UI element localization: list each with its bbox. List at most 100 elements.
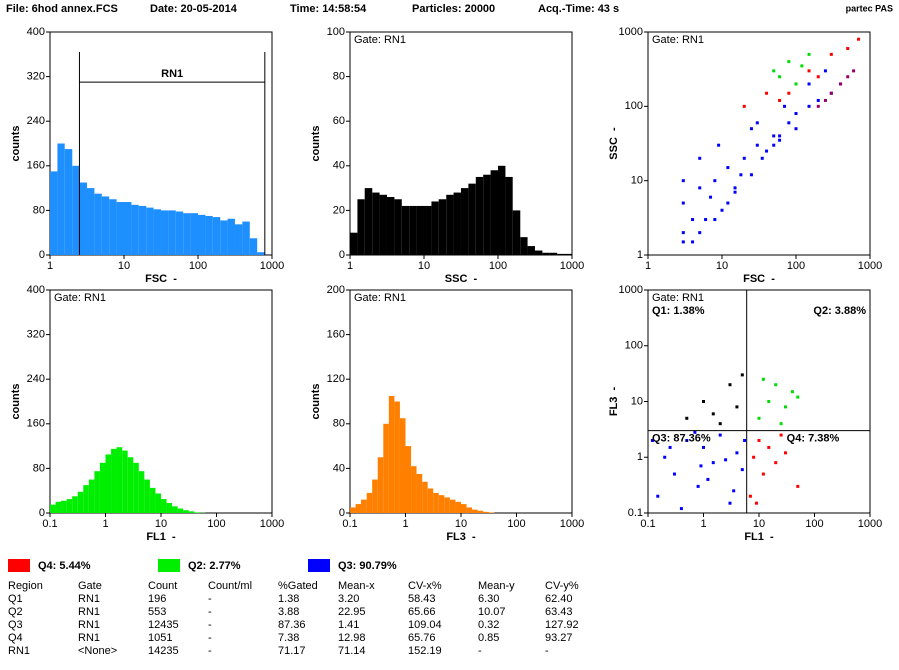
gate-text: Gate: RN1 xyxy=(354,34,406,46)
scatter-point xyxy=(774,461,778,465)
x-tick-label: 1 xyxy=(645,260,651,272)
histogram-bar xyxy=(205,215,213,255)
scatter-point xyxy=(699,464,703,468)
scatter-point xyxy=(772,134,776,138)
scatter-point xyxy=(755,121,759,125)
scatter-point xyxy=(857,37,861,41)
histogram-bar xyxy=(512,210,521,255)
y-tick-label: 1 xyxy=(637,249,643,261)
histogram-bar xyxy=(86,188,95,255)
scatter-point xyxy=(774,383,778,387)
scatter-point xyxy=(829,52,833,56)
y-tick-label: 0.1 xyxy=(628,507,643,519)
histogram-bar xyxy=(144,479,150,513)
x-axis-label: FL1 - xyxy=(146,531,176,543)
scatter-point xyxy=(807,52,811,56)
scatter-point xyxy=(728,501,732,505)
gate-text: Gate: RN1 xyxy=(652,292,704,304)
y-tick-label: 100 xyxy=(327,26,345,38)
scatter-point xyxy=(740,468,744,472)
scatter-point xyxy=(846,46,850,50)
y-tick-label: 40 xyxy=(333,160,345,172)
histogram-bar xyxy=(166,502,173,513)
scatter-point xyxy=(846,75,850,79)
table-cell: - xyxy=(208,593,212,605)
histogram-bar xyxy=(172,506,178,513)
histogram-bar xyxy=(416,205,424,255)
scatter-point xyxy=(748,494,752,498)
histogram-bar xyxy=(446,194,454,255)
histogram-bar xyxy=(138,205,147,255)
scatter-point xyxy=(681,231,685,235)
scatter-point xyxy=(702,445,705,449)
scatter-point xyxy=(739,173,743,177)
histogram-bar xyxy=(88,479,95,513)
y-tick-label: 0 xyxy=(39,249,45,261)
table-cell: 152.19 xyxy=(408,645,442,657)
scatter-point xyxy=(711,461,715,465)
scatter-point xyxy=(693,430,697,434)
scatter-point xyxy=(702,400,705,403)
header-date: Date: 20-05-2014 xyxy=(150,3,238,15)
table-cell: RN1 xyxy=(8,645,30,657)
summary-swatch xyxy=(308,559,330,572)
histogram-bar xyxy=(183,510,189,513)
x-tick-label: 10 xyxy=(155,518,167,530)
histogram-bar xyxy=(372,192,380,255)
histogram-bar xyxy=(366,492,373,513)
scatter-point xyxy=(743,438,747,442)
histogram-bar xyxy=(242,221,250,255)
plot-frame xyxy=(647,289,871,514)
scatter-point xyxy=(823,98,827,102)
histogram-bar xyxy=(57,143,65,255)
y-axis-label: counts xyxy=(10,383,22,419)
scatter-point xyxy=(718,433,722,437)
histogram-bar xyxy=(394,199,402,255)
scatter-point xyxy=(760,156,764,160)
y-axis-label: counts xyxy=(10,125,22,161)
histogram-bar xyxy=(355,504,362,513)
header-time: Time: 14:58:54 xyxy=(290,3,367,15)
summary-label: Q2: 2.77% xyxy=(188,560,241,572)
scatter-point xyxy=(779,433,783,437)
x-tick-label: 100 xyxy=(787,260,805,272)
quadrant-label: Q4: 7.38% xyxy=(787,433,840,445)
histogram-bar xyxy=(438,495,445,513)
table-cell: 553 xyxy=(148,606,166,618)
table-cell: - xyxy=(545,645,549,657)
histogram-bar xyxy=(116,202,124,255)
summary-swatch xyxy=(158,559,180,572)
scatter-point xyxy=(724,458,728,462)
histogram-bar xyxy=(190,213,198,255)
y-tick-label: 0 xyxy=(339,249,345,261)
y-axis-label: SSC - xyxy=(608,127,620,160)
scatter-point xyxy=(679,507,683,511)
scatter-point xyxy=(783,405,787,409)
scatter-point xyxy=(778,138,782,142)
scatter-point xyxy=(685,438,689,442)
scatter-point xyxy=(778,98,782,102)
table-header: Count xyxy=(148,580,177,592)
plot-frame xyxy=(49,289,273,514)
scatter-point xyxy=(726,201,730,205)
scatter-point xyxy=(778,75,782,79)
histogram-bar xyxy=(72,165,80,255)
scatter-point xyxy=(807,69,811,73)
histogram-bar xyxy=(55,501,62,513)
histogram-bar xyxy=(534,250,543,255)
x-tick-label: 1 xyxy=(102,518,108,530)
histogram-bar xyxy=(94,193,102,255)
scatter-point xyxy=(787,121,791,125)
histogram-bar xyxy=(257,252,265,255)
x-axis-label: SSC - xyxy=(445,273,478,285)
histogram-bar xyxy=(249,238,258,255)
scatter-point xyxy=(704,218,708,222)
scatter-point xyxy=(656,494,660,498)
table-cell: 7.38 xyxy=(278,632,299,644)
histogram-bar xyxy=(483,511,489,513)
header-particles: Particles: 20000 xyxy=(412,3,495,15)
y-axis-label: counts xyxy=(310,383,322,419)
histogram-bar xyxy=(377,457,384,513)
histogram-bar xyxy=(475,176,484,255)
histogram-bar xyxy=(94,471,100,513)
